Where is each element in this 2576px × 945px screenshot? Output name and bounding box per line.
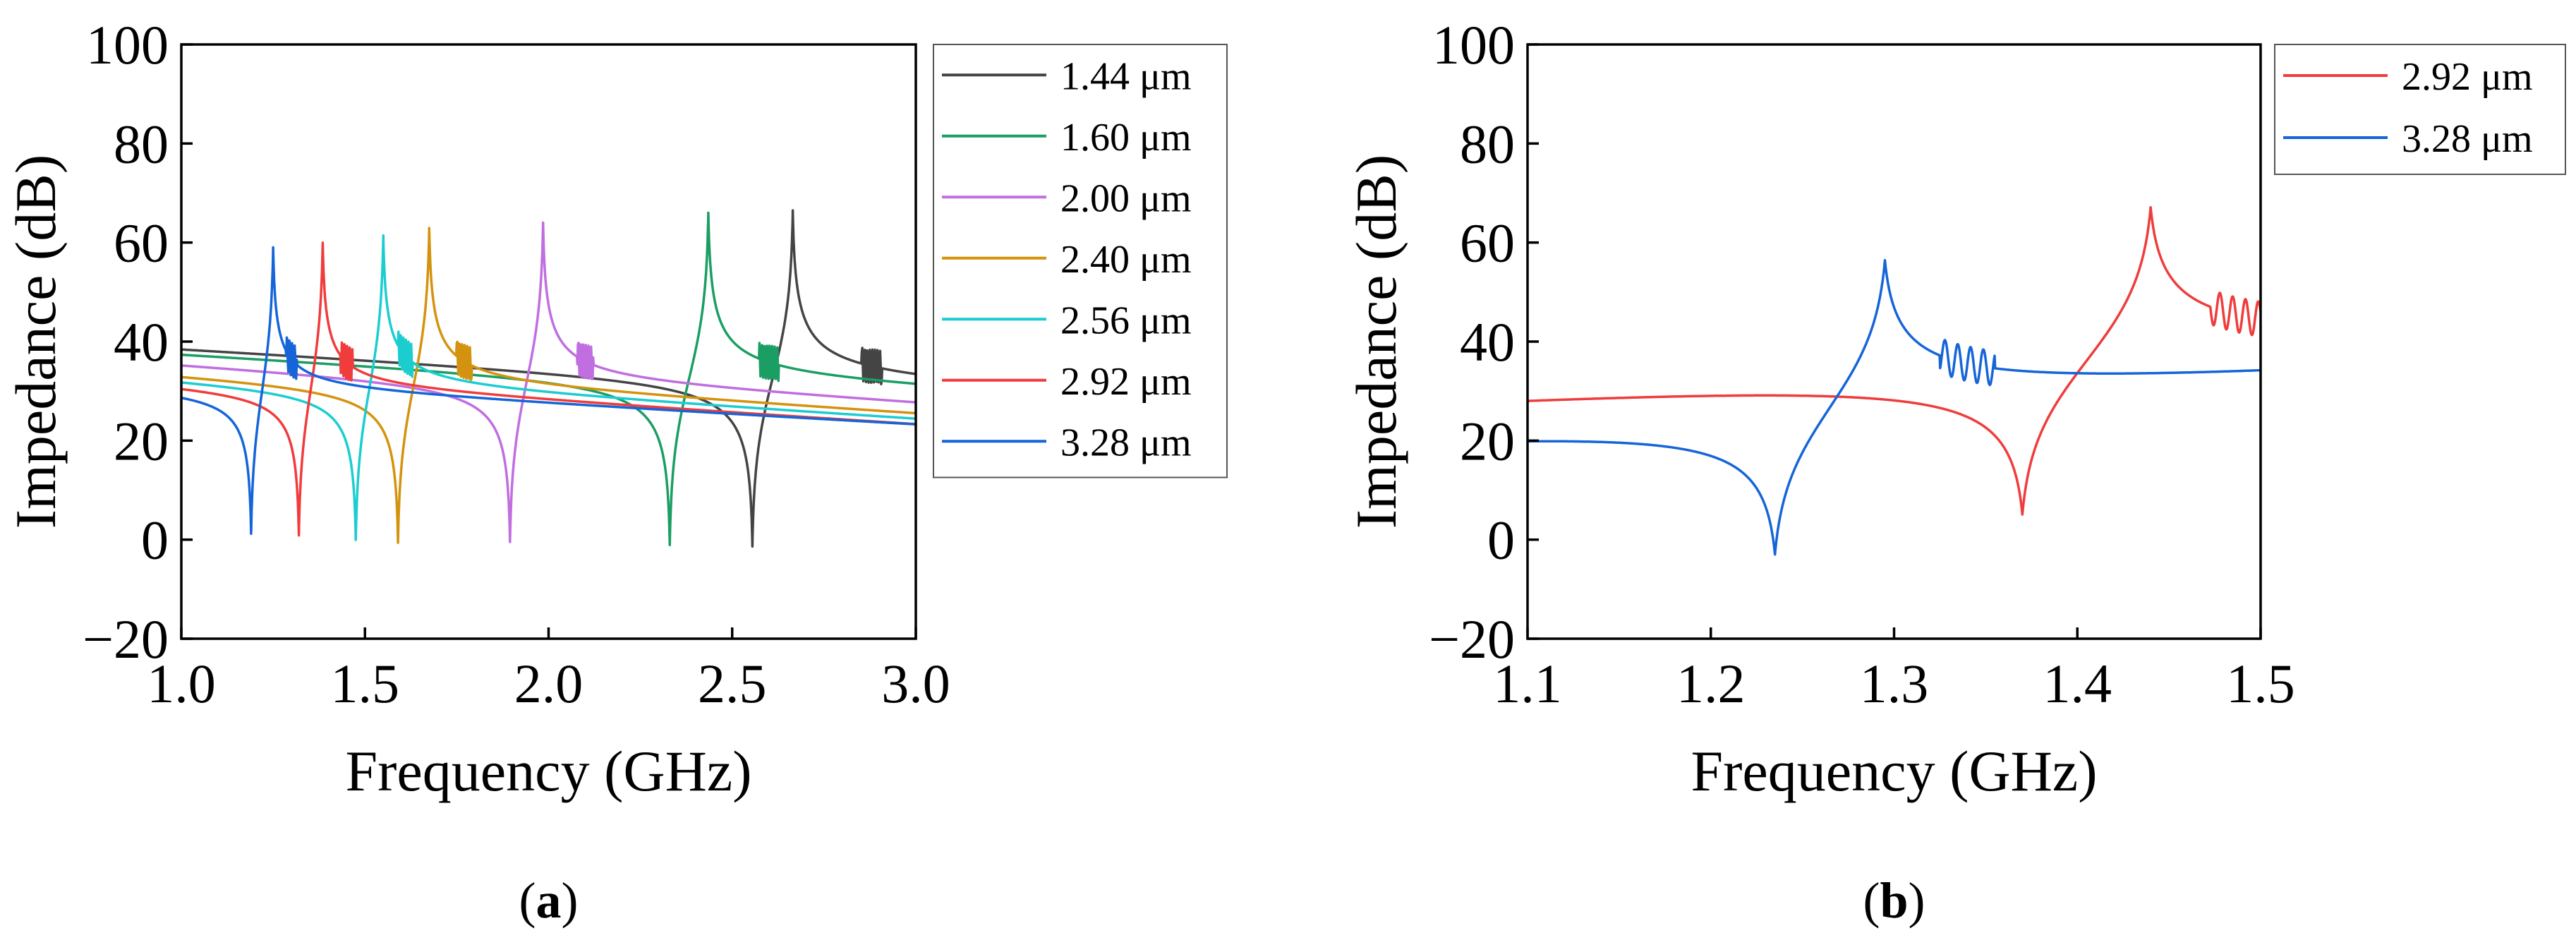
plot-frame bbox=[1526, 43, 2262, 640]
legend-label: 2.92 μm bbox=[1060, 360, 1192, 404]
caption-open: ( bbox=[519, 872, 536, 929]
panel-caption: (a) bbox=[519, 872, 579, 929]
x-tick-label: 1.2 bbox=[1676, 653, 1746, 714]
x-tick-label: 1.3 bbox=[1860, 653, 1929, 714]
legend-label: 1.44 μm bbox=[1060, 54, 1192, 98]
x-tick-label: 2.0 bbox=[514, 653, 583, 714]
y-tick-label: 20 bbox=[1460, 410, 1515, 471]
series-line-2 bbox=[181, 211, 916, 546]
panel-a: 1.0 1.5 2.0 2.5 3.0 −20 0 20 40 60 80 100 Frequency … bbox=[4, 14, 1228, 929]
y-tick-label: 0 bbox=[141, 510, 169, 571]
caption-open: ( bbox=[1863, 872, 1880, 929]
legend-box bbox=[933, 44, 1228, 478]
series-line-1 bbox=[181, 209, 916, 548]
panel-caption: (b) bbox=[1863, 872, 1925, 929]
y-tick-label: 20 bbox=[114, 410, 169, 471]
legend-label: 2.40 μm bbox=[1060, 238, 1192, 282]
series-group bbox=[181, 209, 916, 548]
x-tick-label: 2.5 bbox=[698, 653, 767, 714]
x-tick-label: 1.1 bbox=[1493, 653, 1562, 714]
y-axis-title: Impedance (dB) bbox=[4, 155, 68, 529]
panel-b: 1.1 1.2 1.3 1.4 1.5 −20 0 20 40 60 80 100 Frequency … bbox=[1344, 14, 2566, 929]
y-tick-label: 60 bbox=[1460, 212, 1515, 274]
series-line-1 bbox=[1528, 205, 2261, 516]
series-line-5 bbox=[181, 234, 916, 541]
y-tick-label: 80 bbox=[1460, 113, 1515, 174]
plot-frame bbox=[180, 43, 917, 640]
legend-label: 2.00 μm bbox=[1060, 176, 1192, 220]
x-tick-label: 1.5 bbox=[2226, 653, 2295, 714]
legend-label: 3.28 μm bbox=[1060, 421, 1192, 464]
x-tick-label: 3.0 bbox=[881, 653, 950, 714]
series-line-7 bbox=[181, 246, 916, 535]
x-tick-label: 1.4 bbox=[2043, 653, 2112, 714]
legend-label: 1.60 μm bbox=[1060, 116, 1192, 159]
series-group bbox=[1528, 205, 2261, 556]
series-line-4 bbox=[181, 227, 916, 544]
y-tick-label: 100 bbox=[86, 14, 169, 76]
y-tick-label: −20 bbox=[83, 608, 169, 670]
x-axis-title: Frequency (GHz) bbox=[345, 739, 751, 803]
x-axis-title: Frequency (GHz) bbox=[1691, 739, 2097, 803]
y-tick-label: 0 bbox=[1487, 510, 1515, 571]
x-tick-label: 1.5 bbox=[331, 653, 400, 714]
y-tick-label: 80 bbox=[114, 113, 169, 174]
y-tick-label: 40 bbox=[1460, 311, 1515, 373]
y-tick-label: 60 bbox=[114, 212, 169, 274]
caption-close: ) bbox=[562, 872, 579, 929]
series-line-3 bbox=[181, 221, 916, 543]
caption-letter: b bbox=[1880, 872, 1908, 929]
legend-label: 3.28 μm bbox=[2402, 117, 2533, 161]
caption-close: ) bbox=[1909, 872, 1925, 929]
y-axis-title: Impedance (dB) bbox=[1344, 155, 1408, 529]
legend-box bbox=[2274, 44, 2566, 175]
legend-label: 2.56 μm bbox=[1060, 299, 1192, 342]
legend-label: 2.92 μm bbox=[2402, 55, 2533, 99]
y-tick-label: 40 bbox=[114, 311, 169, 373]
y-tick-label: 100 bbox=[1432, 14, 1515, 76]
series-line-2 bbox=[1528, 259, 2261, 556]
y-tick-label: −20 bbox=[1429, 608, 1515, 670]
x-tick-label: 1.0 bbox=[147, 653, 216, 714]
caption-letter: a bbox=[536, 872, 562, 929]
